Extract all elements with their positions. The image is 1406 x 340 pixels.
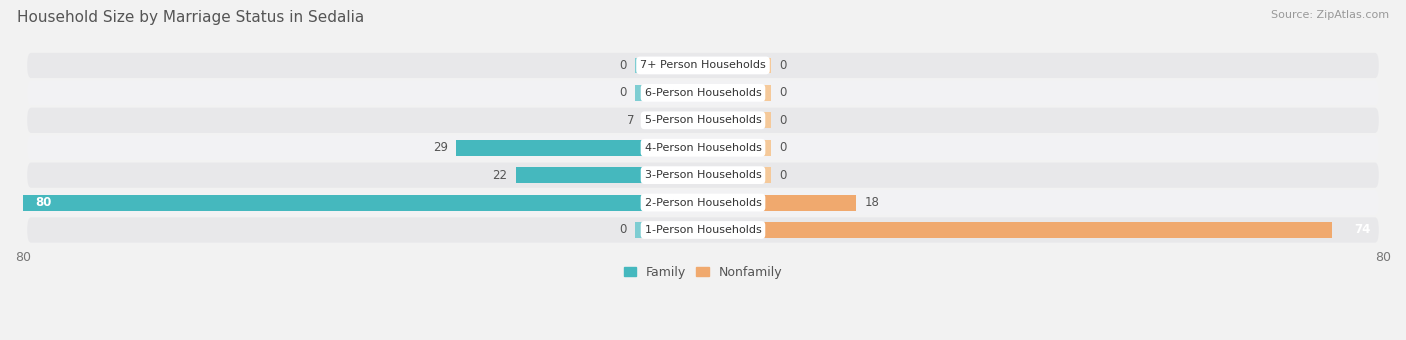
FancyBboxPatch shape <box>27 163 1379 188</box>
Text: 6-Person Households: 6-Person Households <box>644 88 762 98</box>
FancyBboxPatch shape <box>27 190 1379 215</box>
Text: 74: 74 <box>1354 223 1371 237</box>
Bar <box>457 140 703 156</box>
Text: Source: ZipAtlas.com: Source: ZipAtlas.com <box>1271 10 1389 20</box>
Text: 7: 7 <box>627 114 636 127</box>
Bar <box>516 167 703 183</box>
Bar <box>703 57 770 73</box>
Bar <box>703 167 770 183</box>
Bar <box>636 57 703 73</box>
Text: Household Size by Marriage Status in Sedalia: Household Size by Marriage Status in Sed… <box>17 10 364 25</box>
Bar <box>644 112 703 128</box>
Bar <box>636 222 703 238</box>
Bar <box>703 222 1331 238</box>
Text: 80: 80 <box>35 196 52 209</box>
Text: 0: 0 <box>779 86 787 99</box>
Text: 3-Person Households: 3-Person Households <box>644 170 762 180</box>
Text: 2-Person Households: 2-Person Households <box>644 198 762 208</box>
Text: 5-Person Households: 5-Person Households <box>644 115 762 125</box>
Text: 4-Person Households: 4-Person Households <box>644 143 762 153</box>
Bar <box>703 112 770 128</box>
FancyBboxPatch shape <box>27 135 1379 160</box>
Bar <box>636 85 703 101</box>
Bar <box>22 194 703 210</box>
Text: 7+ Person Households: 7+ Person Households <box>640 61 766 70</box>
Text: 0: 0 <box>619 223 627 237</box>
Text: 0: 0 <box>779 59 787 72</box>
Text: 0: 0 <box>779 169 787 182</box>
Bar <box>703 194 856 210</box>
FancyBboxPatch shape <box>27 217 1379 243</box>
Text: 29: 29 <box>433 141 449 154</box>
FancyBboxPatch shape <box>27 80 1379 105</box>
FancyBboxPatch shape <box>27 108 1379 133</box>
Bar <box>703 140 770 156</box>
Text: 0: 0 <box>779 141 787 154</box>
Bar <box>703 85 770 101</box>
Text: 22: 22 <box>492 169 508 182</box>
FancyBboxPatch shape <box>27 53 1379 78</box>
Text: 0: 0 <box>619 86 627 99</box>
Legend: Family, Nonfamily: Family, Nonfamily <box>619 261 787 284</box>
Text: 0: 0 <box>619 59 627 72</box>
Text: 1-Person Households: 1-Person Households <box>644 225 762 235</box>
Text: 18: 18 <box>865 196 879 209</box>
Text: 0: 0 <box>779 114 787 127</box>
